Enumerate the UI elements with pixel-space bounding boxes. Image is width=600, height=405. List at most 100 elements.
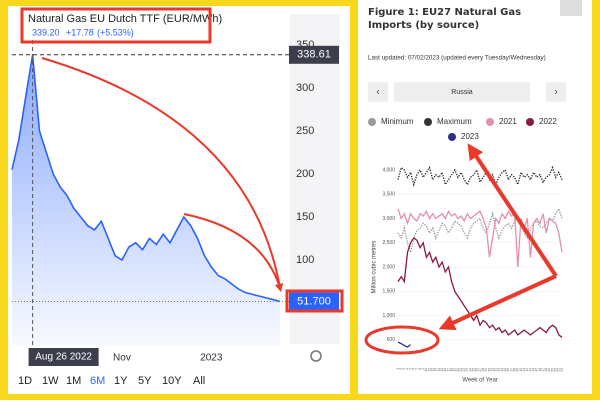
x-tick-label: 28: [481, 368, 485, 372]
x-tick-label: 42: [525, 368, 529, 372]
x-tick-label: 52: [557, 368, 561, 372]
price-marker-label: 338.61: [297, 49, 331, 61]
legend-label[interactable]: 2022: [539, 117, 557, 126]
timeframe-button[interactable]: 1M: [66, 375, 81, 387]
left-chart: Natural Gas EU Dutch TTF (EUR/MWh) 339.20…: [11, 13, 339, 387]
timeframe-button[interactable]: 5Y: [138, 375, 152, 387]
timeframe-button[interactable]: All: [193, 375, 205, 387]
y-tick-label: 3,000: [382, 216, 395, 222]
arrow: [183, 213, 283, 292]
legend-marker[interactable]: [448, 133, 456, 141]
highlight-ellipse: [364, 325, 440, 355]
legend-label[interactable]: 2023: [461, 132, 479, 141]
next-arrow: ›: [554, 87, 557, 98]
timeframe-button[interactable]: 1Y: [114, 375, 128, 387]
x-tick-label: 21: [459, 368, 463, 372]
x-tick-label: 26: [475, 368, 479, 372]
source-dropdown[interactable]: [394, 82, 530, 102]
price-marker-box: [289, 45, 339, 64]
timeframe-button[interactable]: 1W: [42, 375, 59, 387]
y-tick-label: 300: [296, 82, 314, 94]
prev-button[interactable]: [368, 82, 388, 102]
change-pct: (+5.53%): [97, 27, 134, 37]
settings-icon[interactable]: [310, 350, 322, 362]
arrow: [467, 143, 558, 278]
x-tick-label: 47: [541, 368, 545, 372]
x-tick-label: 38: [513, 368, 517, 372]
x-tick-label: 16: [443, 368, 447, 372]
price: 339.20: [32, 27, 60, 37]
legend-marker[interactable]: [368, 118, 376, 126]
x-tick-label: 36: [506, 368, 510, 372]
price-marker-box: [289, 292, 339, 311]
x-tick-label: 22: [462, 368, 466, 372]
x-tick-label: 29: [484, 368, 488, 372]
x-tick-label: 44: [531, 368, 535, 372]
x-tick-label: Aug 26 2022: [35, 352, 92, 363]
x-axis-label: Week of Year: [462, 378, 498, 384]
x-tick-label: 24: [468, 368, 472, 372]
x-tick-label: 11: [427, 368, 431, 372]
y-tick-label: 250: [296, 125, 314, 137]
menu-button[interactable]: [560, 0, 582, 16]
y-tick-label: 3,500: [382, 192, 395, 198]
series-line: [397, 207, 563, 256]
right-chart: Last updated: 07/02/2023 (updated every …: [368, 55, 566, 384]
subtitle: Last updated: 07/02/2023 (updated every …: [368, 55, 546, 62]
timeframe-button[interactable]: 10Y: [162, 375, 182, 387]
y-tick-label: 4,000: [382, 167, 395, 173]
y-tick-label: 2,500: [382, 240, 395, 246]
x-tick-label: 43: [528, 368, 532, 372]
legend-label[interactable]: Minimum: [381, 117, 414, 126]
x-tick-label: 30: [487, 368, 491, 372]
x-tick-label: 46: [538, 368, 542, 372]
x-tick-label: 53: [560, 368, 564, 372]
series-line: [397, 165, 563, 187]
x-tick-label: 49: [547, 368, 551, 372]
y-tick-label: 1,500: [382, 289, 395, 295]
legend-marker[interactable]: [486, 118, 494, 126]
x-tick-label: Nov: [113, 353, 131, 364]
x-tick-label: 35: [503, 368, 507, 372]
x-tick-label: 14: [437, 368, 441, 372]
arrow: [438, 274, 557, 330]
chart-title: Figure 1: EU27 Natural Gas Imports (by s…: [368, 7, 522, 31]
dropdown-value: Russia: [451, 89, 473, 96]
y-tick-label: 150: [296, 211, 314, 223]
y-tick-label: 1,000: [382, 313, 395, 319]
crosshair-label-box: [28, 348, 99, 366]
x-tick-label: 6: [412, 368, 416, 370]
arrow: [41, 57, 284, 292]
x-tick-label: 8: [418, 368, 422, 370]
x-tick-label: 50: [550, 368, 554, 372]
series-line: [397, 208, 563, 268]
area-fill: [12, 54, 280, 346]
x-tick-label: 1: [396, 368, 400, 370]
x-tick-label: 27: [478, 368, 482, 372]
y-tick-label: 200: [296, 168, 314, 180]
x-tick-label: 3: [402, 368, 406, 370]
x-tick-label: 12: [431, 368, 435, 372]
legend-label[interactable]: 2021: [499, 117, 517, 126]
x-tick-label: 19: [453, 368, 457, 372]
next-button[interactable]: [546, 82, 566, 102]
x-tick-label: 13: [434, 368, 438, 372]
price-marker-label: 51.700: [297, 295, 331, 307]
timeframe-button[interactable]: 6M: [90, 375, 105, 387]
x-tick-label: 39: [516, 368, 520, 372]
legend-label[interactable]: Maximum: [437, 117, 472, 126]
x-tick-label: 25: [472, 368, 476, 372]
title-box: Figure 1: EU27 Natural Gas Imports (by s…: [368, 7, 522, 31]
x-tick-label: 15: [440, 368, 444, 372]
series-line: [397, 341, 411, 348]
x-tick-label: 48: [544, 368, 548, 372]
x-tick-label: 2: [399, 368, 403, 370]
timeframe-button[interactable]: 1D: [18, 375, 32, 387]
legend-marker[interactable]: [526, 118, 534, 126]
change: +17.78: [66, 27, 94, 37]
legend-marker[interactable]: [424, 118, 432, 126]
x-tick-label: 31: [490, 368, 494, 372]
x-tick-label: 32: [494, 368, 498, 372]
x-tick-label: 33: [497, 368, 501, 372]
